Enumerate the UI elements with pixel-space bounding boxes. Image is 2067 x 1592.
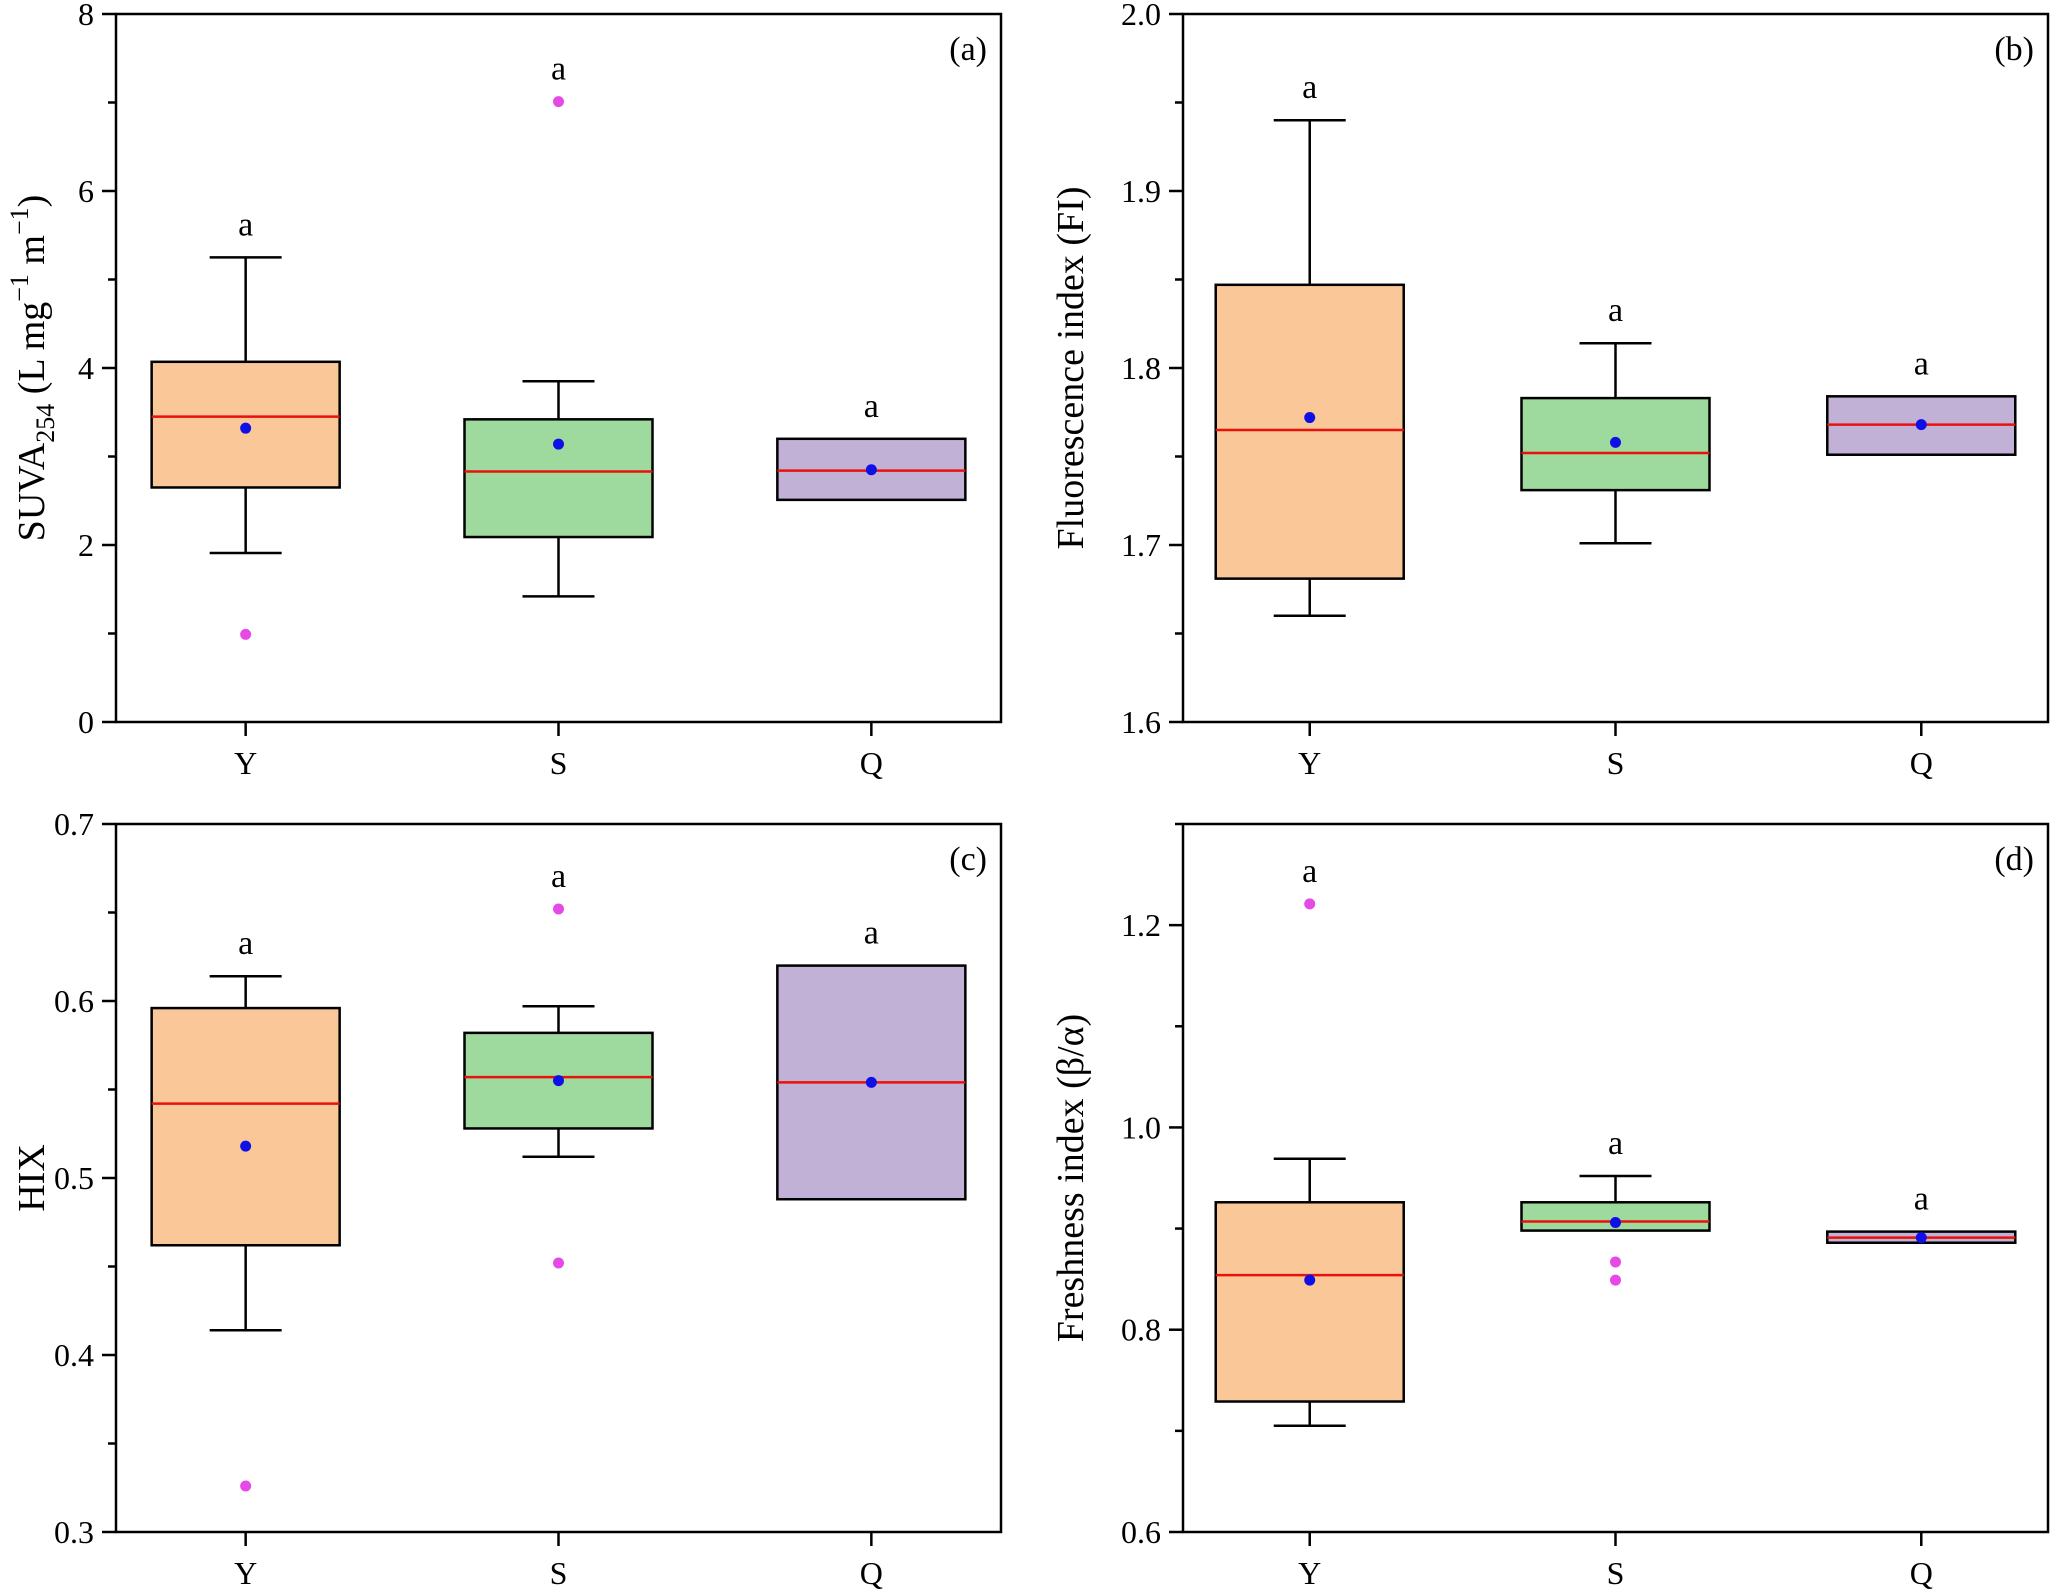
panel-d-x-tick-label-y: Y	[1298, 1555, 1321, 1591]
panel-d-y-tick-label: 1.2	[1121, 907, 1161, 943]
panel-a-y-tick-label: 0	[78, 704, 94, 740]
panel-d-x-tick-label-s: S	[1607, 1555, 1625, 1591]
panel-a-y-axis-title-unit-open: (L mg	[11, 302, 53, 404]
panel-d-y-tick-label: 1.0	[1121, 1109, 1161, 1145]
panel-c-y-tick-label: 0.6	[54, 983, 94, 1019]
panel-b-y-box	[1214, 283, 1405, 580]
panel-b-y-tick-label: 1.9	[1121, 173, 1161, 209]
panel-a-y-axis-title: SUVA254 (L mg−1 m−1)	[5, 195, 60, 542]
panel-a-y-tick-label: 2	[78, 527, 94, 563]
panel-b-s-mean-point	[1610, 436, 1621, 448]
panel-b-y-tick-label: 1.8	[1121, 350, 1161, 386]
panel-d-s-mean-point	[1610, 1217, 1621, 1229]
panel-a-y-axis-title-sup2: −1	[5, 207, 34, 235]
panel-b-y-tick-label: 1.6	[1121, 704, 1161, 740]
panel-d-y-outlier-0	[1304, 898, 1316, 910]
panel-a-q-mean-point	[865, 464, 877, 476]
panel-c-y-tick-label: 0.7	[54, 806, 94, 842]
panel-c-y-mean-point	[240, 1140, 252, 1152]
panel-b-y-mean-point	[1304, 412, 1316, 424]
panel-a-y-axis-title-sup1: −1	[5, 274, 34, 302]
panel-a-y-axis-title-sub: 254	[31, 404, 60, 443]
panel-d-s-box	[1520, 1201, 1711, 1232]
panel-d-y-tick-label: 0.8	[1121, 1312, 1161, 1348]
panel-b-q-mean-point	[1915, 419, 1927, 431]
panel-a-y-axis-title-unit-close: )	[11, 195, 53, 208]
panel-a-y-tick-label: 4	[78, 350, 94, 386]
panel-d-s-significance-letter: a	[1608, 1125, 1623, 1162]
panel-a-y-significance-letter: a	[238, 206, 253, 243]
panel-d-tag: (d)	[1994, 841, 2034, 878]
panel-b-y-tick-label: 1.7	[1121, 527, 1161, 563]
panel-a-q-significance-letter: a	[864, 388, 879, 425]
panel-d-y-significance-letter: a	[1302, 853, 1317, 890]
panel-a-y-axis-title-base: SUVA	[11, 442, 53, 541]
panel-d: a a a 0.6 0.8 1.0 1.2 Y S Q (d) Freshness index (β/…	[1050, 822, 2050, 1591]
panel-b-y-axis-title: Fluorescence index (FI)	[1050, 187, 1092, 550]
panel-c-y-tick-label: 0.3	[54, 1514, 94, 1550]
panel-a-y-mean-point	[240, 422, 252, 434]
panel-c: a a a 0.3 0.4 0.5 0.6 0.7 Y S Q (c) HIX	[11, 806, 1003, 1591]
panel-c-y-box	[150, 1006, 341, 1247]
panel-d-x-tick-label-q: Q	[1910, 1555, 1933, 1591]
panel-a-s-significance-letter: a	[551, 51, 566, 88]
panel-b-s-significance-letter: a	[1608, 292, 1623, 329]
panel-b-x-tick-label-y: Y	[1298, 745, 1321, 781]
panel-b-y-significance-letter: a	[1302, 69, 1317, 106]
panel-b-q-significance-letter: a	[1914, 345, 1929, 382]
panel-c-q-mean-point	[865, 1076, 877, 1088]
panel-a-x-tick-label-s: S	[550, 745, 568, 781]
panel-c-x-tick-label-y: Y	[234, 1555, 257, 1591]
panel-b-tag: (b)	[1994, 31, 2034, 68]
panel-a-tag: (a)	[949, 31, 987, 68]
panel-a-x-tick-label-q: Q	[860, 745, 883, 781]
panel-c-x-tick-label-s: S	[550, 1555, 568, 1591]
panel-c-s-outlier-0	[553, 903, 564, 915]
panel-c-y-tick-label: 0.4	[54, 1337, 94, 1373]
panel-c-s-outlier-1	[553, 1257, 564, 1269]
panel-c-y-axis-title: HIX	[11, 1144, 53, 1212]
panel-a-y-tick-label: 8	[78, 0, 94, 32]
panel-c-y-outlier-0	[240, 1480, 252, 1492]
panel-d-s-outlier-1	[1610, 1274, 1621, 1286]
panel-c-s-significance-letter: a	[551, 858, 566, 895]
panel-a-s-box	[463, 418, 654, 539]
panel-d-s-outlier-0	[1610, 1256, 1621, 1268]
panel-d-y-mean-point	[1304, 1274, 1316, 1286]
panel-c-y-significance-letter: a	[238, 925, 253, 962]
panel-b-x-tick-label-q: Q	[1910, 745, 1933, 781]
panel-c-y-tick-label: 0.5	[54, 1160, 94, 1196]
panel-d-y-box	[1214, 1201, 1405, 1403]
panel-b: a a a 1.6 1.7 1.8 1.9 2.0 Y S Q (b) Fluorescence ind…	[1050, 0, 2050, 781]
panel-d-y-axis-title: Freshness index (β/α)	[1050, 1014, 1092, 1342]
panel-d-y-tick-label: 0.6	[1121, 1514, 1161, 1550]
panel-b-x-tick-label-s: S	[1607, 745, 1625, 781]
panel-c-q-significance-letter: a	[864, 915, 879, 952]
panel-a-s-outlier-0	[553, 96, 564, 108]
panel-d-q-mean-point	[1915, 1232, 1927, 1244]
panel-a-x-tick-label-y: Y	[234, 745, 257, 781]
panel-c-s-mean-point	[553, 1075, 564, 1087]
panel-a-y-axis-title-unit-mid: m	[11, 235, 53, 274]
panel-a-y-tick-label: 6	[78, 173, 94, 209]
panel-d-q-significance-letter: a	[1914, 1181, 1929, 1218]
panel-a-s-mean-point	[553, 438, 564, 450]
panel-a-y-outlier-0	[240, 628, 252, 640]
panel-c-tag: (c)	[949, 841, 987, 878]
panel-c-x-tick-label-q: Q	[860, 1555, 883, 1591]
panel-b-y-tick-label: 2.0	[1121, 0, 1161, 32]
